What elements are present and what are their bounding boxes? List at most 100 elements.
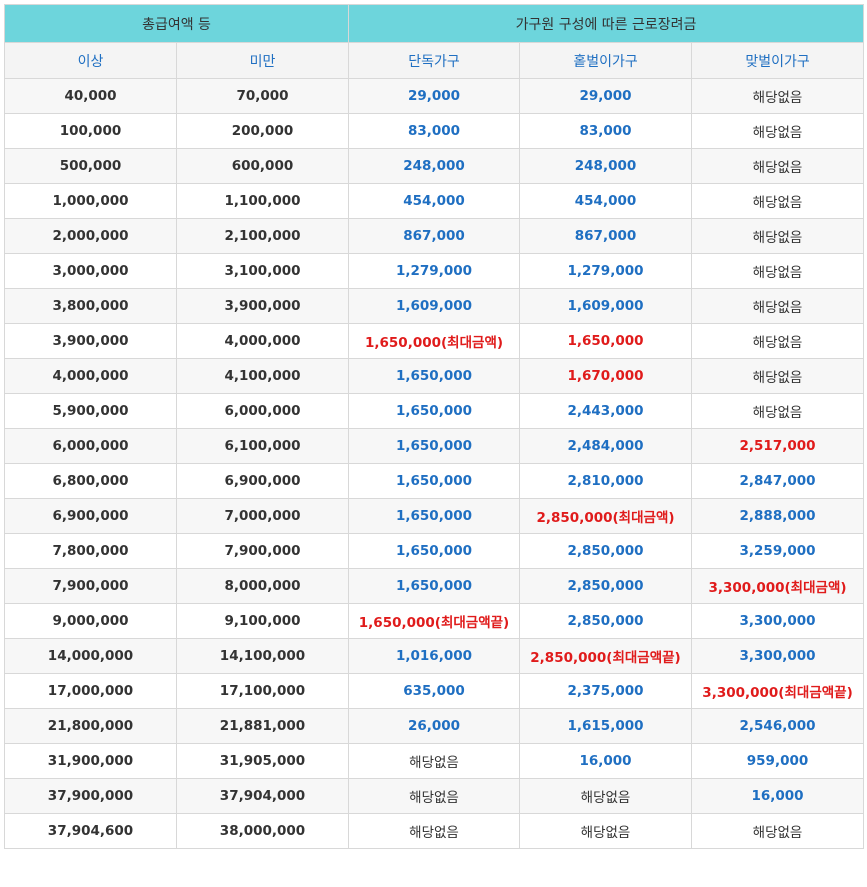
cell-max: 8,000,000 [175,568,350,604]
cell-min: 17,000,000 [4,673,177,709]
cell-two-earner: 16,000 [691,778,865,814]
header-column-row: 이상 미만 단독가구 홑벌이가구 맞벌이가구 [4,42,865,79]
cell-max: 6,100,000 [175,428,350,464]
cell-two-earner: 해당없음 [691,323,865,359]
cell-single: 83,000 [348,113,521,149]
cell-min: 31,900,000 [4,743,177,779]
cell-single: 867,000 [348,218,521,254]
cell-one-earner: 2,850,000(최대금액끝) [519,638,693,674]
cell-single: 1,650,000 [348,358,521,394]
cell-two-earner: 2,888,000 [691,498,865,534]
cell-max: 14,100,000 [175,638,350,674]
header-income-group: 총급여액 등 [3,4,350,43]
cell-one-earner: 2,850,000 [519,603,693,639]
cell-max: 2,100,000 [175,218,350,254]
cell-two-earner: 해당없음 [691,148,865,184]
cell-min: 14,000,000 [4,638,177,674]
header-incentive-group: 가구원 구성에 따른 근로장려금 [348,4,865,43]
cell-one-earner: 2,375,000 [519,673,693,709]
cell-two-earner: 3,300,000(최대금액) [691,568,865,604]
cell-one-earner: 1,670,000 [519,358,693,394]
cell-one-earner: 2,850,000 [519,568,693,604]
cell-single: 1,650,000(최대금액) [348,323,521,359]
cell-max: 70,000 [175,78,350,114]
cell-min: 4,000,000 [4,358,177,394]
table-row: 37,904,600 38,000,000 해당없음 해당없음 해당없음 [4,813,865,849]
header-two-earner: 맞벌이가구 [691,42,865,79]
cell-max: 200,000 [175,113,350,149]
cell-two-earner: 3,300,000(최대금액끝) [691,673,865,709]
cell-single: 26,000 [348,708,521,744]
cell-single: 248,000 [348,148,521,184]
table-row: 3,000,000 3,100,000 1,279,000 1,279,000 해당없음 [4,253,865,289]
table-row: 7,800,000 7,900,000 1,650,000 2,850,000 3,25… [4,533,865,569]
cell-two-earner: 해당없음 [691,113,865,149]
cell-one-earner: 16,000 [519,743,693,779]
table-row: 21,800,000 21,881,000 26,000 1,615,000 2,546… [4,708,865,744]
cell-two-earner: 해당없음 [691,393,865,429]
table-row: 2,000,000 2,100,000 867,000 867,000 해당없음 [4,218,865,254]
table-row: 1,000,000 1,100,000 454,000 454,000 해당없음 [4,183,865,219]
cell-single: 해당없음 [348,778,521,814]
cell-one-earner: 867,000 [519,218,693,254]
cell-min: 9,000,000 [4,603,177,639]
cell-max: 1,100,000 [175,183,350,219]
cell-min: 6,800,000 [4,463,177,499]
table-body: 40,000 70,000 29,000 29,000 해당없음 100,000 200,0… [4,78,865,849]
cell-single: 1,609,000 [348,288,521,324]
cell-one-earner: 83,000 [519,113,693,149]
cell-single: 해당없음 [348,813,521,849]
cell-max: 6,900,000 [175,463,350,499]
cell-max: 21,881,000 [175,708,350,744]
cell-single: 1,650,000 [348,568,521,604]
cell-two-earner: 해당없음 [691,288,865,324]
cell-min: 6,900,000 [4,498,177,534]
cell-single: 1,016,000 [348,638,521,674]
cell-single: 해당없음 [348,743,521,779]
cell-single: 1,650,000 [348,533,521,569]
table-row: 5,900,000 6,000,000 1,650,000 2,443,000 해당없음 [4,393,865,429]
table-row: 7,900,000 8,000,000 1,650,000 2,850,000 3,30… [4,568,865,604]
table-row: 37,900,000 37,904,000 해당없음 해당없음 16,000 [4,778,865,814]
cell-two-earner: 해당없음 [691,218,865,254]
cell-single: 1,650,000 [348,463,521,499]
cell-two-earner: 해당없음 [691,358,865,394]
cell-one-earner: 1,279,000 [519,253,693,289]
cell-max: 3,900,000 [175,288,350,324]
cell-one-earner: 2,850,000 [519,533,693,569]
cell-max: 17,100,000 [175,673,350,709]
cell-max: 7,900,000 [175,533,350,569]
cell-single: 635,000 [348,673,521,709]
cell-one-earner: 454,000 [519,183,693,219]
header-min: 이상 [4,42,177,79]
cell-max: 4,100,000 [175,358,350,394]
cell-single: 1,279,000 [348,253,521,289]
table-row: 14,000,000 14,100,000 1,016,000 2,850,000(최… [4,638,865,674]
cell-max: 7,000,000 [175,498,350,534]
cell-max: 600,000 [175,148,350,184]
cell-two-earner: 3,259,000 [691,533,865,569]
table-row: 6,800,000 6,900,000 1,650,000 2,810,000 2,84… [4,463,865,499]
cell-two-earner: 3,300,000 [691,638,865,674]
cell-single: 1,650,000 [348,393,521,429]
cell-two-earner: 해당없음 [691,78,865,114]
cell-one-earner: 2,810,000 [519,463,693,499]
table-row: 3,800,000 3,900,000 1,609,000 1,609,000 해당없음 [4,288,865,324]
table-row: 3,900,000 4,000,000 1,650,000(최대금액) 1,650,0… [4,323,865,359]
cell-max: 37,904,000 [175,778,350,814]
cell-single: 1,650,000 [348,428,521,464]
cell-min: 37,900,000 [4,778,177,814]
cell-two-earner: 2,546,000 [691,708,865,744]
cell-min: 37,904,600 [4,813,177,849]
table-row: 40,000 70,000 29,000 29,000 해당없음 [4,78,865,114]
cell-min: 3,900,000 [4,323,177,359]
cell-single: 1,650,000(최대금액끝) [348,603,521,639]
cell-two-earner: 959,000 [691,743,865,779]
cell-two-earner: 해당없음 [691,183,865,219]
cell-two-earner: 2,847,000 [691,463,865,499]
cell-min: 1,000,000 [4,183,177,219]
table-row: 6,000,000 6,100,000 1,650,000 2,484,000 2,51… [4,428,865,464]
cell-single: 29,000 [348,78,521,114]
cell-max: 4,000,000 [175,323,350,359]
table-row: 31,900,000 31,905,000 해당없음 16,000 959,000 [4,743,865,779]
